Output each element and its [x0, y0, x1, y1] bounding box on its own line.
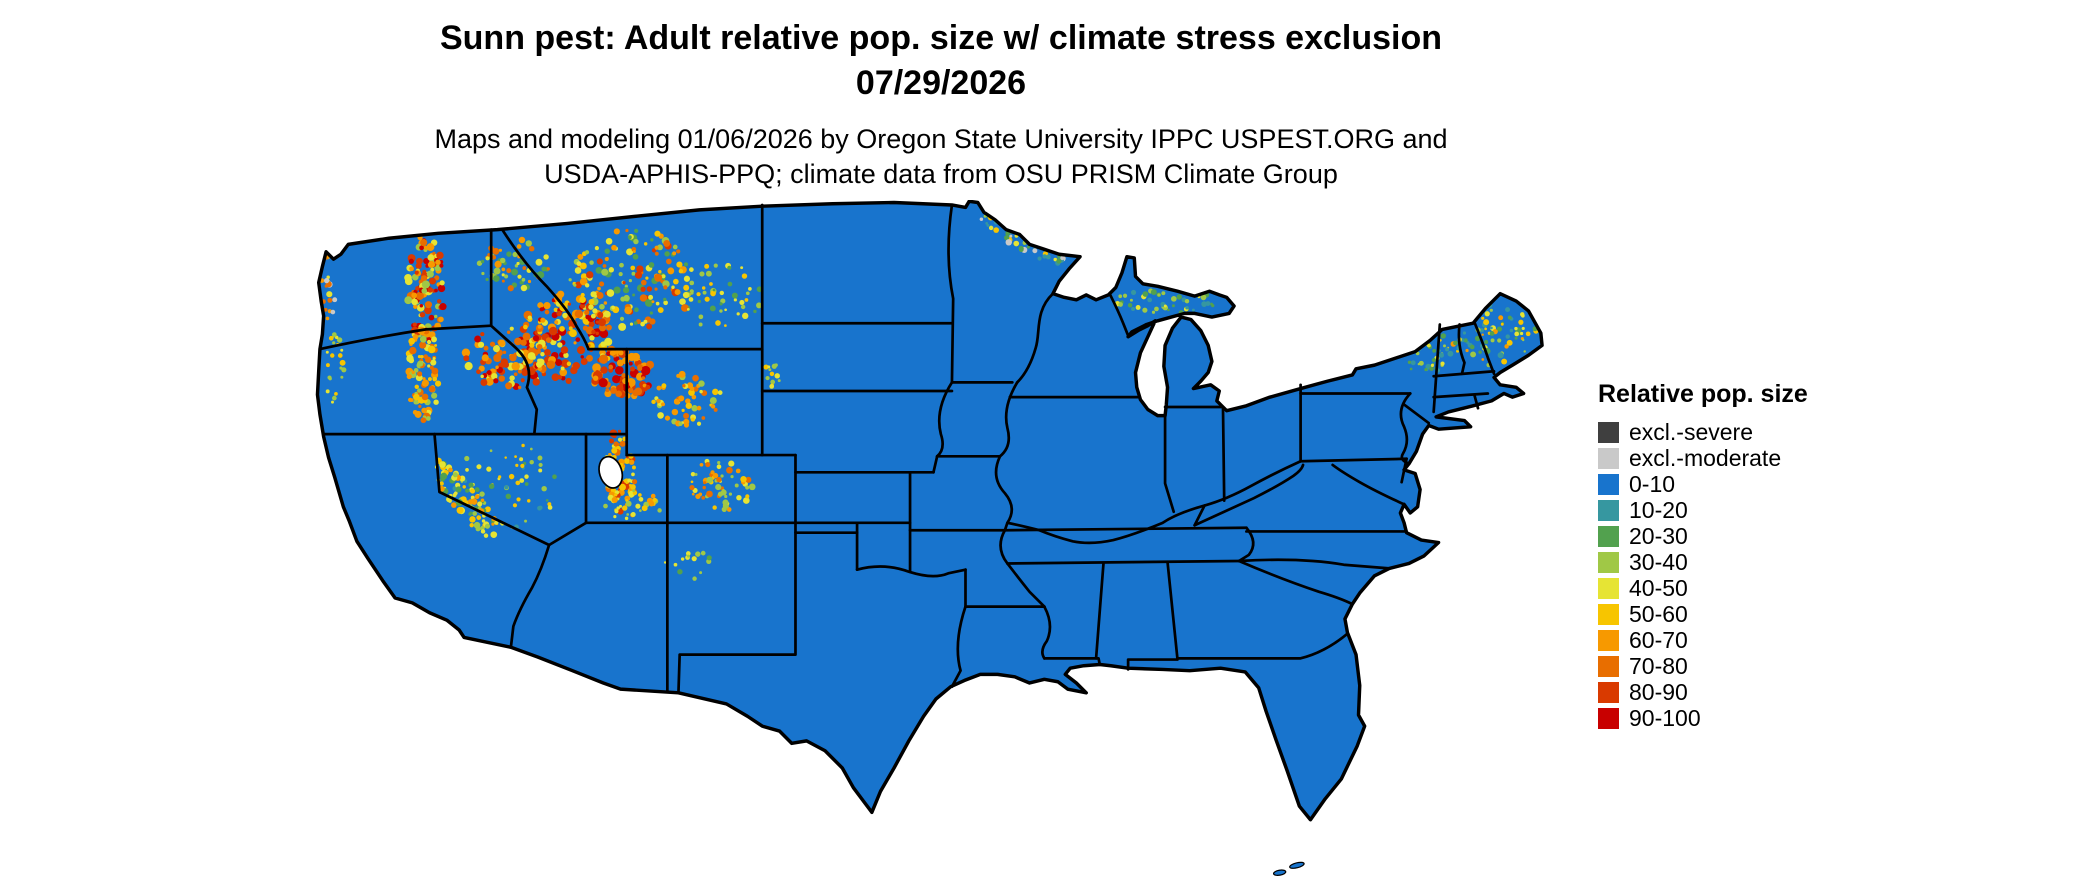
- legend-swatch: [1598, 474, 1619, 495]
- legend-item: 10-20: [1598, 497, 1808, 523]
- state-borders: [318, 203, 1496, 695]
- legend-label: 30-40: [1629, 549, 1688, 575]
- legend-item: 0-10: [1598, 471, 1808, 497]
- legend-label: 10-20: [1629, 497, 1688, 523]
- legend-swatch: [1598, 500, 1619, 521]
- legend-item: 30-40: [1598, 549, 1808, 575]
- legend-swatch: [1598, 630, 1619, 651]
- us-map: [315, 200, 1547, 890]
- map-date: 07/29/2026: [855, 63, 1027, 102]
- map-credit-line2: USDA-APHIS-PPQ; climate data from OSU PR…: [544, 159, 1338, 190]
- header: Sunn pest: Adult relative pop. size w/ c…: [0, 16, 1882, 193]
- legend-item: excl.-moderate: [1598, 445, 1808, 471]
- legend-item: 80-90: [1598, 679, 1808, 705]
- legend-title: Relative pop. size: [1598, 380, 1808, 408]
- legend-item: 50-60: [1598, 601, 1808, 627]
- legend-swatch: [1598, 604, 1619, 625]
- map-credit: Maps and modeling 01/06/2026 by Oregon S…: [0, 122, 1882, 193]
- map-credit-line1: Maps and modeling 01/06/2026 by Oregon S…: [434, 123, 1448, 154]
- legend-label: 60-70: [1629, 627, 1688, 653]
- legend-label: 20-30: [1629, 523, 1688, 549]
- legend-item: 70-80: [1598, 653, 1808, 679]
- map-outline: [317, 201, 1543, 820]
- legend-swatch: [1598, 708, 1619, 729]
- us-map-svg: [315, 200, 1544, 876]
- legend-swatch: [1598, 422, 1619, 443]
- legend-label: 90-100: [1629, 705, 1701, 731]
- legend-swatch: [1598, 526, 1619, 547]
- legend-swatch: [1598, 656, 1619, 677]
- legend-label: 50-60: [1629, 601, 1688, 627]
- legend-item: excl.-severe: [1598, 419, 1808, 445]
- national-border: [315, 200, 1544, 822]
- legend-swatch: [1598, 682, 1619, 703]
- legend-label: 80-90: [1629, 679, 1688, 705]
- legend-item: 60-70: [1598, 627, 1808, 653]
- legend-label: 40-50: [1629, 575, 1688, 601]
- legend-swatch: [1598, 578, 1619, 599]
- florida-keys: [1272, 861, 1305, 876]
- legend: Relative pop. size excl.-severe excl.-mo…: [1598, 380, 1808, 734]
- legend-label: excl.-moderate: [1629, 445, 1782, 471]
- legend-item: 20-30: [1598, 523, 1808, 549]
- legend-swatch: [1598, 448, 1619, 469]
- map-title: Sunn pest: Adult relative pop. size w/ c…: [439, 19, 1443, 57]
- great-salt-lake: [598, 455, 624, 489]
- legend-item: 40-50: [1598, 575, 1808, 601]
- legend-label: 70-80: [1629, 653, 1688, 679]
- legend-item: 90-100: [1598, 705, 1808, 731]
- legend-label: 0-10: [1629, 471, 1676, 497]
- legend-label: excl.-severe: [1629, 419, 1753, 445]
- legend-swatch: [1598, 552, 1619, 573]
- florida-key-island: [1272, 869, 1287, 876]
- florida-key-island: [1289, 861, 1305, 869]
